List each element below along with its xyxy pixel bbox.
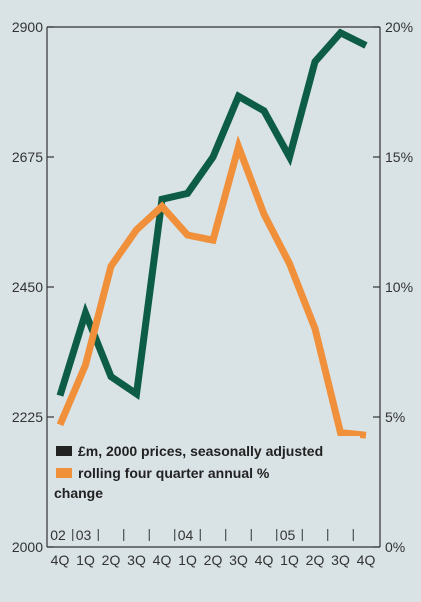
year-label: 02 (50, 527, 66, 543)
left-tick-label: 2225 (12, 409, 43, 425)
right-tick-label: 15% (385, 149, 413, 165)
x-tick-label: 4Q (255, 552, 274, 568)
right-tick-label: 0% (385, 539, 405, 555)
legend-swatch-series-1 (56, 446, 72, 456)
right-tick-label: 10% (385, 279, 413, 295)
left-tick-label: 2900 (12, 19, 43, 35)
year-label: 03 (76, 527, 92, 543)
left-tick-label: 2000 (12, 539, 43, 555)
x-tick-label: 3Q (127, 552, 146, 568)
left-tick-label: 2450 (12, 279, 43, 295)
x-tick-label: 1Q (178, 552, 197, 568)
x-tick-label: 4Q (153, 552, 172, 568)
x-tick-label: 2Q (204, 552, 223, 568)
left-tick-label: 2675 (12, 149, 43, 165)
series-lines (56, 28, 368, 439)
x-tick-label: 4Q (357, 552, 376, 568)
legend-box (50, 436, 360, 506)
legend-label-series-2-line2: change (54, 485, 103, 501)
year-label: 05 (280, 527, 296, 543)
x-tick-label: 3Q (331, 552, 350, 568)
right-tick-label: 20% (385, 19, 413, 35)
right-tick-label: 5% (385, 409, 405, 425)
x-tick-label: 4Q (51, 552, 70, 568)
x-tick-label: 1Q (280, 552, 299, 568)
legend-swatch-series-2 (56, 468, 72, 478)
x-tick-label: 1Q (76, 552, 95, 568)
year-label: 04 (178, 527, 194, 543)
x-tick-label: 2Q (306, 552, 325, 568)
axes: 2000 2225 2450 2675 2900 0% 5% 10% 15% 20% 4Q 1Q 2Q 3… (12, 19, 413, 568)
legend-label-series-1: £m, 2000 prices, seasonally adjusted (78, 443, 323, 459)
x-tick-label: 2Q (102, 552, 121, 568)
legend-label-series-2: rolling four quarter annual % (78, 465, 270, 481)
legend: £m, 2000 prices, seasonally adjusted rol… (50, 436, 360, 506)
x-tick-label: 3Q (229, 552, 248, 568)
